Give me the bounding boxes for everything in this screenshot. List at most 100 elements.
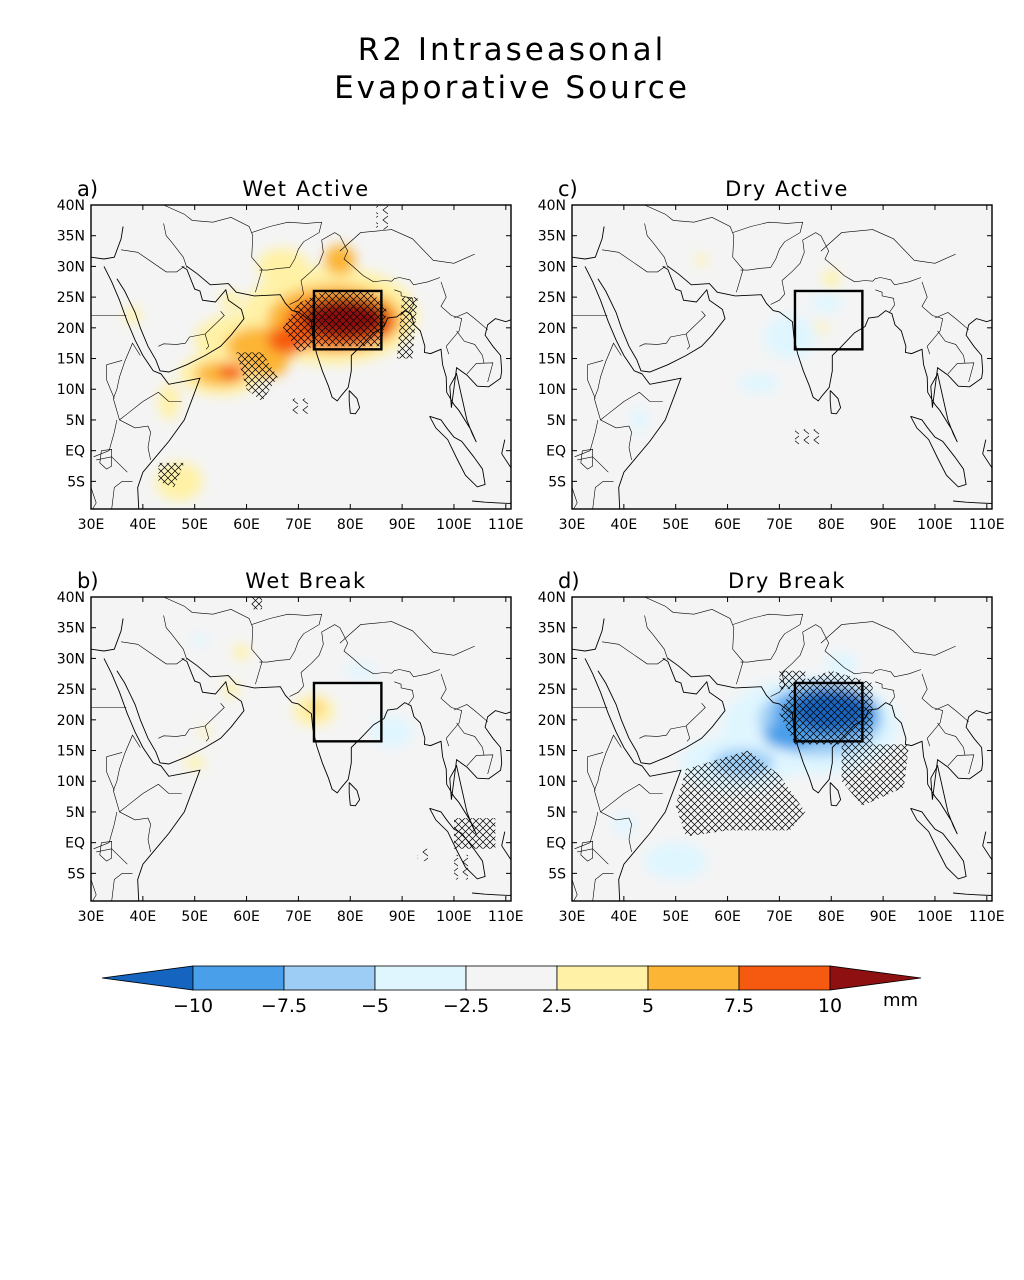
colorbar-tick-label: −2.5 [443,995,489,1017]
study-region-box [793,289,864,351]
y-tick-label: 5S [67,474,85,490]
x-tick-label: 100E [436,909,472,925]
colorbar-segment [738,965,831,991]
y-tick-label: 25N [57,290,85,306]
colorbar-tick-label: 10 [818,995,842,1017]
x-tick-label: 60E [714,517,741,533]
y-tick-label: 5N [547,413,566,429]
x-tick-label: 70E [285,909,312,925]
x-tick-label: 100E [436,517,472,533]
x-tick-label: 110E [969,909,1005,925]
significance-hatching [376,205,392,230]
y-tick-label: 35N [538,621,566,637]
x-tick-label: 110E [488,909,524,925]
map-background [91,597,511,901]
significance-hatching [236,352,278,402]
colorbar-segment [283,965,376,991]
y-tick-label: 10N [538,774,566,790]
y-tick-label: 5S [548,474,566,490]
x-tick-label: 90E [389,909,416,925]
panel-label: b) [77,569,99,593]
y-tick-label: EQ [65,836,85,852]
panel-label: d) [558,569,580,593]
panel-title: Dry Active [725,177,849,201]
y-tick-label: 40N [538,590,566,606]
x-tick-label: 90E [389,517,416,533]
colorbar-segment [556,965,649,991]
x-tick-label: 110E [488,517,524,533]
coastlines [572,226,992,509]
map-panel-b: b) Wet Break 30E 40E 50E 60E 70E 80E 90E 100E 110E… [57,569,524,925]
y-tick-label: 30N [57,259,85,275]
panel-label: c) [558,177,578,201]
significance-hatching [288,398,309,414]
colorbar-low-arrow [101,965,194,991]
figure-title-line2: Evaporative Source [334,70,690,106]
map-panel-c: c) Dry Active 30E 40E 50E 60E 70E 80E 90E 100E 110… [538,177,1005,533]
x-tick-label: 50E [181,517,208,533]
study-region-box [793,681,864,743]
significance-hatching [779,670,806,690]
panel-title: Wet Break [245,569,366,593]
y-tick-label: 5N [66,413,85,429]
colorbar-tick-label: 2.5 [542,995,572,1017]
significance-hatching [282,291,387,353]
y-tick-label: 40N [57,590,85,606]
colorbar-tick-label: −5 [361,995,389,1017]
colorbar-segment [465,965,558,991]
colorbar-tick-label: −10 [173,995,213,1017]
x-tick-label: 100E [917,517,953,533]
y-tick-label: 5N [547,805,566,821]
y-tick-label: 25N [538,290,566,306]
x-tick-label: 90E [870,517,897,533]
x-tick-label: 70E [766,517,793,533]
panel-label: a) [77,177,98,201]
significance-hatching [795,429,821,445]
x-tick-label: 30E [78,517,105,533]
significance-hatching [158,462,185,488]
colorbar-tick-label: 5 [642,995,654,1017]
panel-title: Dry Break [728,569,846,593]
x-tick-label: 50E [662,517,689,533]
country-borders [91,597,494,901]
study-region-box [312,289,383,351]
y-tick-label: 35N [57,229,85,245]
x-tick-label: 40E [611,517,638,533]
y-tick-label: 20N [57,713,85,729]
map-panel-d: d) Dry Break 30E 40E 50E 60E 70E 80E 90E 100E 110E… [538,569,1005,925]
y-tick-label: 30N [57,651,85,667]
country-borders [572,205,975,509]
coastlines [91,226,511,509]
x-tick-label: 110E [969,517,1005,533]
y-tick-label: 25N [57,682,85,698]
country-borders [91,205,494,509]
significance-hatching [779,670,873,745]
map-panel-a: a) Wet Active 30E 40E 50E 60E 70E 80E 90E 100E 110… [57,177,524,533]
x-tick-label: 40E [130,517,157,533]
colorbar-segment [192,965,285,991]
x-tick-label: 40E [130,909,157,925]
country-borders [572,597,975,901]
map-frame [90,596,512,902]
colorbar-segment [647,965,740,991]
y-tick-label: 15N [57,352,85,368]
x-tick-label: 60E [233,517,260,533]
colorbar-segment [374,965,467,991]
coastlines [91,618,511,901]
significance-hatching [675,750,806,837]
significance-hatching [841,744,909,806]
significance-hatching [454,854,470,880]
x-tick-label: 80E [818,517,845,533]
y-tick-label: 20N [57,321,85,337]
y-tick-label: 15N [538,352,566,368]
y-tick-label: 10N [57,382,85,398]
x-tick-label: 70E [766,909,793,925]
x-tick-label: 30E [78,909,105,925]
x-tick-label: 50E [662,909,689,925]
x-tick-label: 100E [917,909,953,925]
y-tick-label: 20N [538,713,566,729]
y-tick-label: 40N [538,198,566,214]
y-tick-label: 25N [538,682,566,698]
colorbar: −10 −7.5 −5 −2.5 2.5 5 7.5 10 mm [101,965,922,1017]
